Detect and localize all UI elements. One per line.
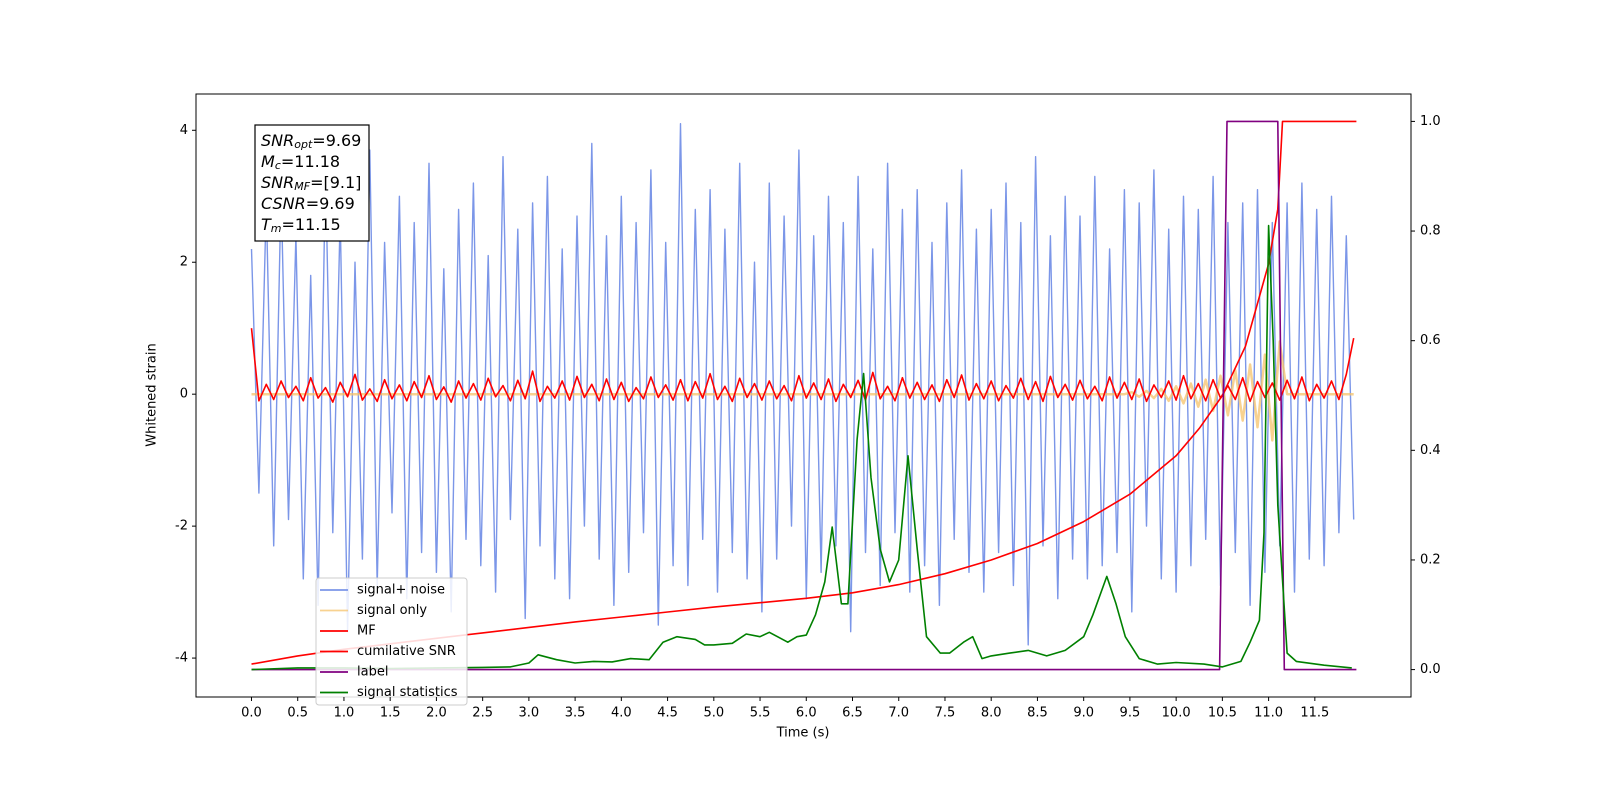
annotation-subscript: m: [271, 222, 282, 235]
annotation-value: =[9.1]: [310, 173, 361, 192]
series-line: [251, 224, 1352, 671]
x-tick-label: 0.5: [287, 706, 308, 721]
annotation-subscript: MF: [294, 180, 310, 193]
annotation-frame: [254, 124, 370, 242]
annotation-name: SNR: [261, 131, 294, 150]
x-tick-label: 11.5: [1300, 706, 1329, 721]
annotation-subscript: c: [275, 159, 281, 172]
annotation-line: Tm=11.15: [261, 215, 341, 236]
x-tick-label: 1.5: [380, 706, 401, 721]
legend-label: signal only: [357, 603, 427, 618]
x-tick-label: 9.0: [1073, 706, 1094, 721]
y2-tick-label: 0.8: [1420, 224, 1441, 239]
x-tick-label: 10.0: [1162, 706, 1191, 721]
annotation-name: CSNR: [261, 194, 306, 213]
y-tick-label: 2: [180, 255, 188, 270]
legend-label: MF: [357, 624, 376, 639]
x-tick-label: 6.5: [842, 706, 863, 721]
legend-label: cumilative SNR: [357, 644, 456, 659]
y-tick-label: 0: [180, 387, 188, 402]
legend: signal+ noise signal only MF cumilative SNR…: [315, 577, 468, 706]
annotation-line: SNRMF=[9.1]: [261, 173, 361, 194]
annotation-line: Mc=11.18: [261, 152, 340, 173]
x-tick-label: 0.0: [241, 706, 262, 721]
x-tick-label: 6.0: [796, 706, 817, 721]
y-axis-label: Whitened strain: [145, 343, 160, 446]
y2-tick-label: 0.4: [1420, 443, 1441, 458]
annotation-name: T: [261, 215, 272, 234]
y2-tick-label: 1.0: [1420, 114, 1441, 129]
annotation-value: =9.69: [306, 194, 355, 213]
x-axis-label: Time (s): [776, 726, 830, 741]
x-tick-label: 2.0: [426, 706, 447, 721]
x-tick-label: 3.5: [565, 706, 586, 721]
x-tick-label: 4.5: [657, 706, 678, 721]
x-tick-label: 5.0: [703, 706, 724, 721]
annotation-box: SNRopt=9.69Mc=11.18SNRMF=[9.1]CSNR=9.69T…: [254, 124, 370, 242]
series-line: [251, 120, 1357, 671]
series-line: [250, 328, 1355, 403]
y2-tick-label: 0.2: [1420, 552, 1441, 567]
x-tick-label: 10.5: [1208, 706, 1237, 721]
x-tick-label: 7.0: [888, 706, 909, 721]
annotation-line: SNRopt=9.69: [261, 131, 361, 152]
x-tick-label: 2.5: [472, 706, 493, 721]
x-tick-label: 7.5: [935, 706, 956, 721]
annotation-subscript: opt: [294, 138, 313, 151]
annotation-value: =11.18: [281, 152, 340, 171]
y-tick-label: -4: [175, 651, 188, 666]
annotation-name: M: [261, 152, 275, 171]
annotation-line: CSNR=9.69: [261, 194, 355, 213]
x-tick-label: 4.0: [611, 706, 632, 721]
annotation-name: SNR: [261, 173, 294, 192]
x-tick-label: 1.0: [334, 706, 355, 721]
annotation-value: =11.15: [282, 215, 341, 234]
x-tick-label: 8.5: [1027, 706, 1048, 721]
y2-tick-label: 0.6: [1420, 333, 1441, 348]
legend-frame: [315, 577, 468, 706]
y2-tick-label: 0.0: [1420, 662, 1441, 677]
x-tick-label: 11.0: [1254, 706, 1283, 721]
y-tick-label: -2: [175, 519, 188, 534]
x-tick-label: 3.0: [519, 706, 540, 721]
x-tick-label: 9.5: [1120, 706, 1141, 721]
legend-label: signal statistics: [357, 685, 458, 700]
legend-label: signal+ noise: [357, 583, 445, 598]
series-line: [250, 123, 1355, 646]
annotation-value: =9.69: [312, 131, 361, 150]
y-tick-label: 4: [180, 123, 188, 138]
series-line: [251, 340, 1354, 442]
x-tick-label: 5.5: [750, 706, 771, 721]
axes-frame: [195, 93, 1412, 698]
x-tick-label: 8.0: [981, 706, 1002, 721]
legend-label: label: [357, 665, 388, 680]
